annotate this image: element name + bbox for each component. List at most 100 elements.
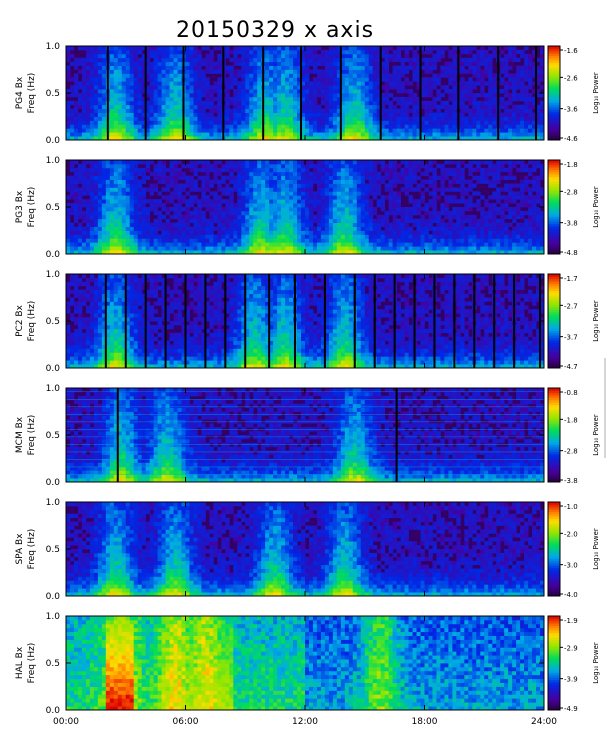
spectrogram-cell bbox=[157, 49, 162, 55]
spectrogram-cell bbox=[352, 96, 358, 102]
spectrogram-cell bbox=[372, 73, 378, 78]
spectrogram-cell bbox=[440, 183, 445, 188]
spectrogram-cell bbox=[324, 207, 330, 212]
spectrogram-cell bbox=[308, 218, 314, 224]
spectrogram-cell bbox=[229, 69, 234, 74]
spectrogram-cell bbox=[233, 214, 238, 220]
spectrogram-cell bbox=[328, 195, 334, 200]
spectrogram-cell bbox=[217, 112, 222, 117]
spectrogram-cell bbox=[524, 120, 529, 125]
spectrogram-cell bbox=[293, 100, 298, 106]
spectrogram-cell bbox=[440, 100, 445, 106]
spectrogram-cell bbox=[105, 203, 111, 208]
spectrogram-cell bbox=[73, 203, 79, 208]
spectrogram-cell bbox=[436, 210, 441, 216]
spectrogram-cell bbox=[85, 136, 91, 141]
spectrogram-cell bbox=[121, 128, 127, 133]
spectrogram-cell bbox=[193, 69, 198, 74]
spectrogram-cell bbox=[89, 100, 95, 106]
spectrogram-cell bbox=[468, 199, 473, 204]
spectrogram-cell bbox=[66, 112, 71, 117]
spectrogram-cell bbox=[169, 191, 174, 196]
spectrogram-cell bbox=[320, 234, 326, 239]
spectrogram-cell bbox=[89, 104, 95, 110]
data-gap bbox=[182, 46, 185, 140]
spectrogram-cell bbox=[352, 61, 358, 66]
spectrogram-cell bbox=[452, 57, 457, 63]
spectrogram-cell bbox=[344, 195, 350, 200]
spectrogram-cell bbox=[189, 230, 194, 235]
spectrogram-cell bbox=[225, 108, 230, 113]
spectrogram-cell bbox=[412, 242, 417, 247]
spectrogram-cell bbox=[181, 226, 186, 231]
spectrogram-cell bbox=[197, 210, 202, 216]
spectrogram-cell bbox=[452, 222, 457, 227]
spectrogram-cell bbox=[289, 89, 294, 94]
spectrogram-cell bbox=[145, 120, 151, 125]
spectrogram-cell bbox=[368, 234, 374, 239]
spectrogram-cell bbox=[145, 57, 151, 63]
spectrogram-cell bbox=[528, 85, 533, 90]
spectrogram-cell bbox=[229, 203, 234, 208]
spectrogram-cell bbox=[380, 124, 386, 129]
spectrogram-cell bbox=[380, 108, 386, 113]
spectrogram-cell bbox=[281, 175, 286, 180]
spectrogram-cell bbox=[73, 128, 79, 133]
spectrogram-cell bbox=[253, 100, 258, 106]
spectrogram-cell bbox=[344, 77, 350, 82]
spectrogram-cell bbox=[277, 77, 282, 82]
spectrogram-cell bbox=[185, 163, 190, 169]
spectrogram-cell bbox=[117, 120, 123, 125]
spectrogram-cell bbox=[305, 242, 310, 247]
spectrogram-cell bbox=[209, 230, 214, 235]
spectrogram-cell bbox=[77, 242, 83, 247]
spectrogram-cell bbox=[452, 238, 457, 243]
spectrogram-cell bbox=[428, 100, 433, 106]
spectrogram-cell bbox=[197, 199, 202, 204]
spectrogram-cell bbox=[372, 183, 378, 188]
spectrogram-cell bbox=[504, 81, 509, 86]
spectrogram-cell bbox=[336, 210, 342, 216]
spectrogram-cell bbox=[193, 73, 198, 78]
spectrogram-cell bbox=[273, 85, 278, 90]
spectrogram-cell bbox=[488, 100, 493, 106]
spectrogram-cell bbox=[233, 160, 238, 165]
spectrogram-cell bbox=[133, 222, 139, 227]
spectrogram-cell bbox=[129, 214, 135, 220]
spectrogram-cell bbox=[297, 46, 302, 51]
spectrogram-cell bbox=[269, 136, 274, 141]
spectrogram-cell bbox=[360, 81, 366, 86]
spectrogram-cell bbox=[249, 163, 254, 169]
spectrogram-cell bbox=[141, 136, 147, 141]
spectrogram-cell bbox=[161, 81, 166, 86]
spectrogram-cell bbox=[444, 136, 449, 141]
spectrogram-cell bbox=[173, 214, 178, 220]
spectrogram-cell bbox=[185, 46, 190, 51]
spectrogram-cell bbox=[344, 100, 350, 106]
spectrogram-cell bbox=[197, 175, 202, 180]
spectrogram-cell bbox=[237, 81, 242, 86]
spectrogram-cell bbox=[241, 116, 246, 121]
spectrogram-cell bbox=[66, 69, 71, 74]
spectrogram-cell bbox=[141, 96, 147, 102]
spectrogram-cell bbox=[368, 65, 374, 70]
spectrogram-cell bbox=[452, 195, 457, 200]
spectrogram-cell bbox=[181, 183, 186, 188]
spectrogram-cell bbox=[301, 73, 306, 78]
spectrogram-cell bbox=[305, 81, 310, 86]
spectrogram-cell bbox=[344, 214, 350, 220]
spectrogram-cell bbox=[193, 163, 198, 169]
spectrogram-cell bbox=[273, 222, 278, 227]
spectrogram-cell bbox=[524, 46, 529, 51]
spectrogram-cell bbox=[464, 187, 469, 192]
spectrogram-cell bbox=[416, 234, 421, 239]
spectrogram-cell bbox=[416, 77, 421, 82]
spectrogram-cell bbox=[404, 207, 409, 212]
spectrogram-cell bbox=[66, 179, 71, 184]
spectrogram-cell bbox=[516, 112, 521, 117]
spectrogram-cell bbox=[281, 226, 286, 231]
spectrogram-cell bbox=[161, 120, 166, 125]
spectrogram-cell bbox=[293, 187, 298, 192]
spectrogram-cell bbox=[109, 85, 115, 90]
spectrogram-cell bbox=[109, 171, 115, 177]
